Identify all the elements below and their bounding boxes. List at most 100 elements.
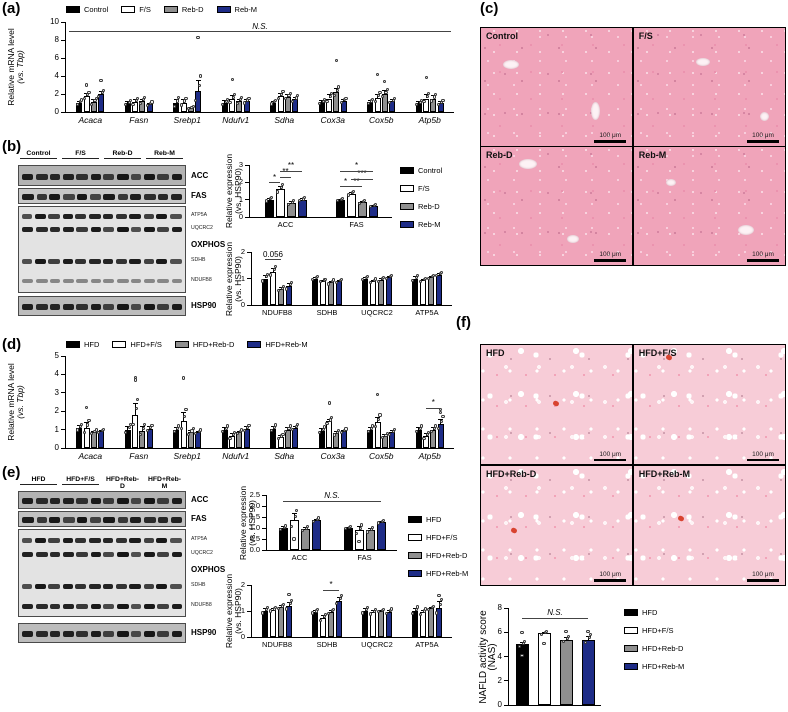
data-point bbox=[439, 597, 443, 602]
data-point bbox=[322, 98, 326, 102]
data-point bbox=[423, 607, 427, 611]
blot-strip bbox=[18, 623, 186, 643]
histology-tile: F/S 100 μm bbox=[633, 28, 785, 146]
blot-strip-label: HSP90 bbox=[191, 628, 217, 637]
data-point bbox=[566, 634, 570, 638]
bar-reb-m bbox=[285, 286, 293, 305]
legend-swatch bbox=[624, 645, 638, 652]
data-point bbox=[288, 424, 292, 428]
scale-bar-line bbox=[747, 579, 779, 582]
protein-band bbox=[62, 631, 74, 637]
x-category-label: Atp5b bbox=[418, 451, 441, 461]
data-point bbox=[97, 431, 101, 435]
protein-band bbox=[129, 214, 142, 219]
legend-swatch bbox=[66, 6, 80, 13]
bar-hfd bbox=[415, 429, 422, 448]
protein-band bbox=[103, 279, 115, 283]
x-category-label: Cox5b bbox=[368, 115, 394, 125]
significance-line bbox=[280, 170, 302, 172]
data-point bbox=[587, 636, 591, 640]
protein-band bbox=[76, 604, 89, 609]
protein-band bbox=[103, 304, 115, 310]
bar-hfd-reb-m bbox=[581, 639, 595, 705]
scale-bar-label: 100 μm bbox=[599, 132, 622, 140]
bar-hfd bbox=[343, 528, 353, 550]
y-tick-label: 2.0 bbox=[249, 501, 260, 510]
blot-group-label: F/S bbox=[62, 150, 99, 159]
panel-c-label: (c) bbox=[480, 0, 499, 17]
y-tick-label: 8 bbox=[54, 35, 59, 44]
protein-band bbox=[158, 194, 169, 200]
data-point bbox=[87, 418, 91, 423]
protein-band bbox=[49, 517, 61, 523]
protein-band bbox=[115, 214, 127, 219]
protein-band bbox=[156, 214, 168, 219]
data-point bbox=[438, 603, 442, 607]
data-point bbox=[441, 415, 445, 419]
protein-band bbox=[116, 173, 129, 180]
legend-label: HFD+Reb-M bbox=[265, 340, 308, 349]
protein-band bbox=[143, 227, 155, 232]
bar-hfd-f-s bbox=[319, 618, 327, 637]
bar-hfd bbox=[515, 644, 529, 705]
data-point bbox=[369, 204, 373, 209]
y-tick bbox=[61, 447, 65, 449]
data-point bbox=[183, 415, 187, 419]
significance-line bbox=[265, 259, 281, 261]
y-tick bbox=[61, 392, 65, 394]
data-point bbox=[281, 285, 285, 289]
data-point bbox=[327, 401, 331, 405]
bar-reb-d bbox=[377, 279, 385, 305]
data-point bbox=[436, 426, 440, 431]
bar-reb-m bbox=[297, 199, 307, 217]
blot-band-row bbox=[22, 538, 182, 543]
data-point bbox=[277, 288, 281, 293]
y-tick bbox=[61, 75, 65, 77]
protein-band bbox=[116, 227, 129, 232]
x-category-label: UQCRC2 bbox=[361, 640, 393, 649]
protein-band bbox=[22, 538, 32, 543]
data-point bbox=[332, 433, 336, 437]
data-point bbox=[439, 270, 443, 275]
data-point bbox=[287, 593, 291, 597]
data-point bbox=[373, 607, 377, 612]
y-tick-label: 0.5 bbox=[249, 534, 260, 543]
protein-band bbox=[75, 259, 87, 264]
bar-control bbox=[411, 278, 419, 305]
panel-b-accfas-chart: Relative expression (vs. HSP90) 0 1 2 3 ACC FAS… bbox=[224, 148, 486, 250]
bar-hfd-reb-m bbox=[285, 605, 293, 637]
panel-a-mrna-chart: Relative mRNA level (vs. Tbp) 0 2 4 6 8 10 Acaca… bbox=[0, 0, 474, 138]
significance-line bbox=[522, 617, 588, 619]
protein-band bbox=[89, 517, 101, 523]
y-tick-label: 2 bbox=[497, 675, 502, 685]
data-point bbox=[294, 508, 298, 512]
blot-strip bbox=[18, 206, 186, 293]
data-point bbox=[366, 430, 370, 434]
protein-band bbox=[103, 538, 114, 543]
data-point bbox=[315, 608, 319, 612]
protein-band bbox=[143, 194, 156, 200]
bar-hfd-f-s bbox=[369, 612, 377, 637]
y-tick-label: 1.0 bbox=[249, 523, 260, 532]
protein-band bbox=[75, 214, 87, 219]
legend-label: Reb-D bbox=[418, 202, 440, 211]
y-tick bbox=[247, 278, 251, 279]
panel-b-western-blot: Control F/S Reb-D Reb-M ACC FAS ATP5A UQCRC2 OXP… bbox=[14, 150, 238, 322]
scale-bar-line bbox=[747, 140, 779, 143]
y-axis-label-line2: (vs. Tbp) bbox=[15, 50, 25, 84]
bar-hfd bbox=[318, 430, 325, 448]
protein-band bbox=[90, 279, 101, 283]
error-bar-cap bbox=[181, 412, 187, 414]
data-point bbox=[90, 432, 94, 436]
protein-band bbox=[131, 552, 142, 557]
data-point bbox=[376, 72, 380, 76]
protein-band bbox=[48, 259, 61, 264]
data-point bbox=[291, 99, 295, 104]
blot-strip-label: FAS bbox=[191, 191, 207, 200]
data-point bbox=[99, 78, 103, 83]
data-point bbox=[334, 59, 338, 63]
protein-band bbox=[171, 304, 182, 310]
protein-band bbox=[171, 552, 182, 557]
data-point bbox=[281, 90, 285, 94]
